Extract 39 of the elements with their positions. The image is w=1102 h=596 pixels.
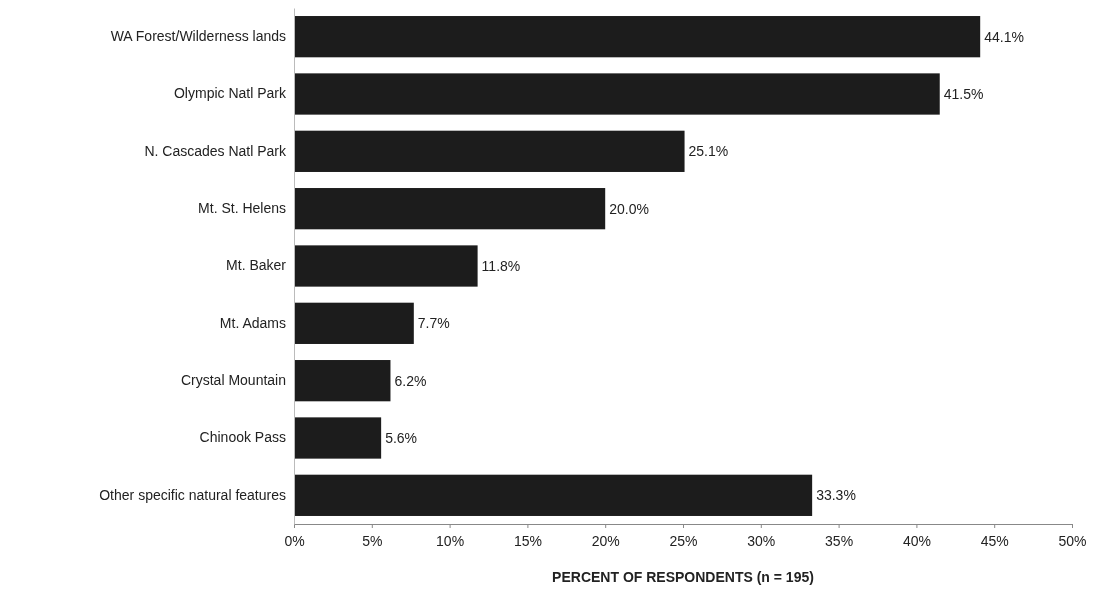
data-label: 5.6% bbox=[385, 429, 418, 446]
data-label: 11.8% bbox=[481, 257, 521, 274]
data-label: 44.1% bbox=[984, 28, 1024, 45]
x-tick-label: 10% bbox=[436, 533, 465, 550]
bar bbox=[294, 73, 940, 115]
y-tick-label: Other specific natural features bbox=[99, 486, 286, 503]
data-label: 7.7% bbox=[417, 315, 450, 332]
y-tick-label: Mt. Baker bbox=[226, 257, 287, 274]
y-tick-label: Mt. St. Helens bbox=[198, 200, 286, 217]
y-tick-label: N. Cascades Natl Park bbox=[144, 142, 287, 159]
bar bbox=[294, 245, 478, 287]
x-tick-label: 45% bbox=[980, 533, 1009, 550]
bar bbox=[294, 417, 382, 459]
data-label: 6.2% bbox=[394, 372, 427, 389]
bar bbox=[294, 302, 414, 344]
bar bbox=[294, 130, 685, 172]
x-tick-label: 40% bbox=[902, 533, 931, 550]
x-tick-label: 30% bbox=[747, 533, 776, 550]
data-label: 41.5% bbox=[943, 85, 984, 102]
x-tick-label: 50% bbox=[1058, 533, 1087, 550]
x-axis-title: PERCENT OF RESPONDENTS (n = 195) bbox=[552, 569, 814, 585]
y-tick-label: Crystal Mountain bbox=[180, 372, 286, 389]
x-tick-label: 35% bbox=[825, 533, 854, 550]
x-tick-label: 15% bbox=[513, 533, 542, 550]
data-label: 20.0% bbox=[609, 200, 649, 217]
y-tick-label: WA Forest/Wilderness lands bbox=[110, 28, 286, 45]
data-label: 25.1% bbox=[688, 143, 729, 160]
data-label: 33.3% bbox=[816, 487, 856, 504]
bar bbox=[294, 360, 391, 402]
x-tick-label: 25% bbox=[669, 533, 698, 550]
y-tick-label: Chinook Pass bbox=[199, 429, 286, 446]
x-tick-label: 0% bbox=[284, 533, 305, 550]
bar bbox=[294, 188, 606, 230]
x-tick-label: 20% bbox=[591, 533, 620, 550]
bar bbox=[294, 474, 813, 516]
y-tick-label: Olympic Natl Park bbox=[173, 85, 287, 102]
bar bbox=[294, 16, 981, 58]
y-tick-label: Mt. Adams bbox=[219, 314, 286, 331]
x-tick-label: 5% bbox=[362, 533, 383, 550]
